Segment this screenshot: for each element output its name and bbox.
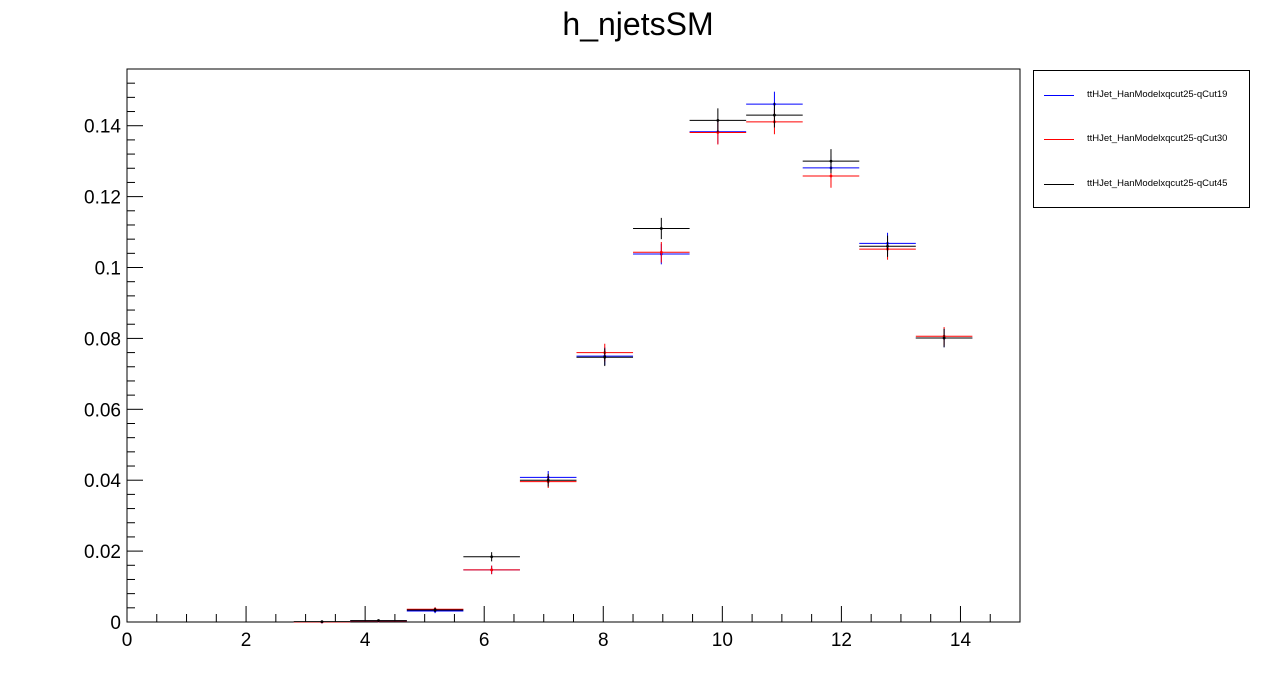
y-tick-label: 0.12	[84, 188, 121, 209]
legend-line-qcut45	[1044, 184, 1074, 185]
data-point-series-2	[716, 119, 720, 122]
y-tick-label: 0.1	[95, 259, 121, 280]
axes: 0 2 4 6 8 10 12 14 0 0.02 0.04 0.06 0.08 0.1 0.12 0.14	[84, 68, 1021, 651]
data-point-series-2	[659, 227, 663, 230]
legend-label-qcut19: ttHJet_HanModelxqcut25-qCut19	[1087, 89, 1228, 100]
data-point-series-1	[490, 568, 494, 572]
x-tick-label: 2	[241, 630, 252, 651]
plot-frame	[126, 68, 1021, 623]
x-tick-label: 0	[122, 630, 133, 651]
legend-entry-qcut45: ttHJet_HanModelxqcut25-qCut45	[1034, 175, 1249, 195]
x-tick-label: 6	[479, 630, 490, 651]
chart-title: h_njetsSM	[562, 6, 714, 42]
data-point-series-2	[320, 620, 324, 624]
legend-entry-qcut19: ttHJet_HanModelxqcut25-qCut19	[1034, 86, 1249, 106]
data-point-series-1	[716, 131, 720, 134]
data-point-series-2	[490, 555, 494, 559]
data-point-series-2	[886, 244, 889, 248]
y-tick-label: 0.04	[84, 471, 121, 492]
data-point-series-1	[659, 250, 663, 254]
data-point-series-2	[603, 355, 607, 359]
data-point-series-1	[829, 174, 833, 178]
x-tick-label: 14	[950, 630, 972, 651]
legend-label-qcut45: ttHJet_HanModelxqcut25-qCut45	[1087, 178, 1228, 189]
y-tick-label: 0.06	[84, 400, 121, 421]
x-tick-label: 4	[360, 630, 371, 651]
y-tick-label: 0.02	[84, 542, 121, 563]
x-tick-label: 10	[712, 630, 733, 651]
legend-label-qcut30: ttHJet_HanModelxqcut25-qCut30	[1087, 133, 1228, 144]
x-tick-label: 12	[831, 630, 852, 651]
data-point-series-2	[773, 113, 776, 117]
legend-line-qcut30	[1044, 139, 1074, 140]
y-tick-label: 0.14	[84, 117, 121, 138]
legend-entry-qcut30: ttHJet_HanModelxqcut25-qCut30	[1034, 130, 1249, 150]
data-point-series-2	[433, 608, 437, 612]
y-tick-label: 0.08	[84, 329, 121, 350]
data-point-series-2	[377, 619, 380, 622]
legend-line-qcut19	[1044, 95, 1074, 96]
data-point-series-2	[829, 159, 833, 163]
x-tick-label: 8	[598, 630, 609, 651]
data-marks	[293, 91, 973, 624]
data-point-series-2	[546, 478, 550, 482]
y-tick-label: 0	[110, 613, 121, 634]
data-point-series-2	[942, 336, 946, 340]
legend: ttHJet_HanModelxqcut25-qCut19 ttHJet_Han…	[1033, 70, 1250, 208]
